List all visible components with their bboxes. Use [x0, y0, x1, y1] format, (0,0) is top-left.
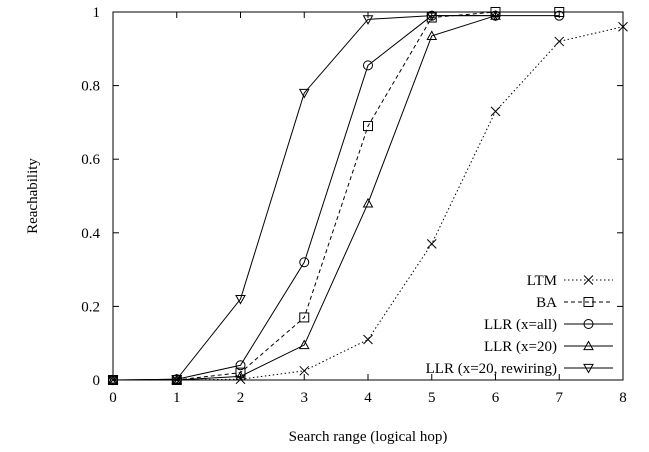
data-point — [426, 30, 438, 41]
data-point — [299, 312, 310, 323]
legend: LTM BA LLR (x=all) LLR (x=20) LLR (x=20, rew… — [426, 273, 613, 377]
x-axis-label: Search range (logical hop) — [289, 429, 448, 445]
data-point — [107, 375, 119, 386]
series-line — [113, 26, 624, 381]
legend-label: LTM — [527, 273, 557, 289]
data-point — [363, 60, 373, 71]
data-point — [235, 370, 246, 381]
legend-label: LLR (x=20) — [484, 339, 557, 355]
y-tick-label: 0.6 — [81, 152, 100, 168]
legend-marker — [583, 319, 594, 329]
legend-marker — [583, 363, 594, 374]
data-point — [554, 10, 565, 21]
y-tick-label: 1 — [93, 5, 101, 21]
data-point — [235, 360, 246, 371]
x-tick-label: 1 — [173, 390, 181, 406]
data-point — [363, 121, 373, 132]
series-line — [112, 15, 496, 381]
legend-marker — [583, 297, 594, 307]
data-point — [362, 197, 374, 208]
x-tick-label: 4 — [364, 390, 372, 406]
series-3 — [107, 10, 501, 385]
data-point — [426, 238, 437, 249]
y-tick-label: 0.8 — [81, 79, 100, 95]
data-point — [490, 11, 501, 22]
data-point — [298, 88, 310, 99]
x-tick-label: 8 — [619, 390, 627, 406]
series-line — [113, 15, 496, 381]
y-tick-label: 0 — [93, 373, 101, 389]
series-layer — [107, 7, 628, 386]
data-point — [298, 339, 310, 350]
x-tick-label: 2 — [237, 390, 245, 406]
data-point — [490, 106, 501, 117]
legend-label: LLR (x=20, rewiring) — [426, 361, 557, 377]
series-4 — [107, 11, 501, 386]
x-tick-label: 7 — [556, 390, 564, 406]
x-tick-label: 5 — [428, 390, 436, 406]
y-tick-label: 0.4 — [81, 226, 100, 242]
data-point — [554, 7, 565, 17]
legend-label: BA — [536, 295, 557, 311]
data-point — [362, 15, 374, 25]
data-point — [426, 11, 438, 22]
data-point — [235, 294, 246, 305]
legend-label: LLR (x=all) — [484, 317, 557, 333]
y-tick-label: 0.2 — [81, 299, 100, 315]
data-point — [363, 334, 373, 345]
y-axis-label: Reachability — [25, 158, 41, 234]
x-tick-label: 3 — [301, 390, 309, 406]
x-tick-label: 0 — [109, 390, 117, 406]
data-point — [235, 367, 246, 378]
data-point — [171, 375, 183, 385]
data-point — [554, 36, 565, 47]
x-tick-label: 6 — [492, 390, 500, 406]
legend-marker — [583, 340, 594, 351]
data-point — [299, 257, 310, 268]
legend-marker — [583, 275, 594, 285]
data-point — [618, 21, 628, 32]
data-point — [299, 365, 310, 376]
